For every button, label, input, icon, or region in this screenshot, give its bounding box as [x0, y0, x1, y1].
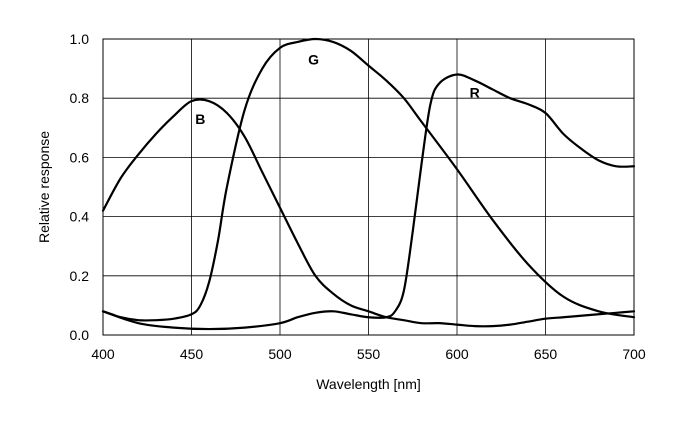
y-tick-label: 0.0 [70, 327, 90, 343]
y-tick-label: 1.0 [70, 31, 90, 47]
x-tick-label: 550 [357, 346, 381, 362]
x-tick-labels: 400 450 500 550 600 650 700 [91, 346, 646, 362]
x-tick-label: 500 [268, 346, 292, 362]
x-tick-label: 400 [91, 346, 115, 362]
x-axis-title: Wavelength [nm] [316, 376, 421, 392]
y-tick-label: 0.2 [70, 268, 90, 284]
series-line-r [101, 73, 636, 331]
x-tick-label: 650 [534, 346, 558, 362]
series-layer [101, 37, 636, 331]
curve-labels: B G R [195, 52, 479, 127]
x-tick-label: 600 [445, 346, 469, 362]
y-axis-title: Relative response [36, 131, 52, 243]
curve-label-g: G [308, 52, 319, 68]
curve-label-r: R [470, 84, 480, 100]
x-tick-label: 450 [180, 346, 204, 362]
y-tick-label: 0.4 [70, 209, 90, 225]
curve-label-b: B [195, 111, 205, 127]
y-tick-labels: 0.0 0.2 0.4 0.6 0.8 1.0 [70, 31, 90, 343]
series-line-g [101, 98, 636, 328]
y-tick-label: 0.6 [70, 149, 90, 165]
series-line-b [101, 37, 636, 322]
y-tick-label: 0.8 [70, 90, 90, 106]
x-tick-label: 700 [622, 346, 646, 362]
plot-frame [102, 38, 635, 336]
